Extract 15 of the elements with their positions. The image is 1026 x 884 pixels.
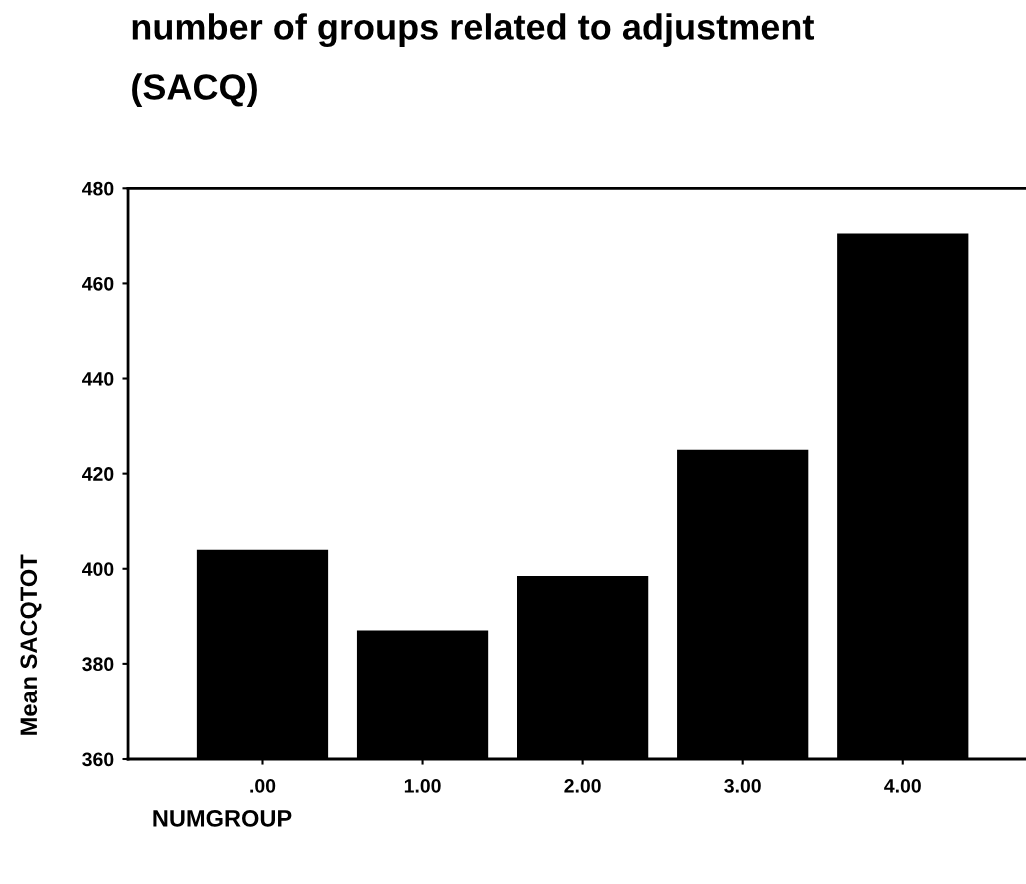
chart-title: number of groups related to adjustment (SACQ) [132,13,815,107]
x-tick-label: .00 [250,778,276,793]
y-tick-label: 420 [82,467,114,481]
x-tick-label: 3.00 [724,778,761,793]
x-tick-label: 1.00 [404,778,441,793]
x-tick-label: 4.00 [884,778,921,793]
y-tick-label: 380 [82,657,114,672]
x-axis-title: NUMGROUP [153,809,292,827]
y-axis-title: Mean SACQTOT [20,554,42,735]
y-tick-label: 480 [82,181,114,196]
y-tick-label: 360 [82,752,114,767]
y-tick-label: 460 [82,276,114,291]
y-tick-label: 440 [82,372,114,386]
y-tick-label: 400 [82,562,114,576]
x-tick-label: 2.00 [564,778,601,793]
